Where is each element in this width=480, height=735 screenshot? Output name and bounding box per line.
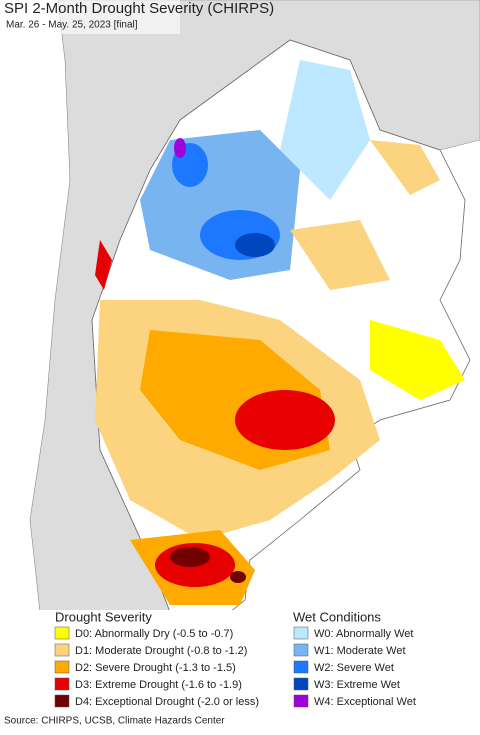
legend-swatch xyxy=(293,643,309,657)
wet-area xyxy=(174,138,186,158)
dry-area xyxy=(290,220,390,290)
dry-area xyxy=(235,390,335,450)
legend-swatch xyxy=(293,626,309,640)
legend-swatch xyxy=(54,660,70,674)
legend-swatch xyxy=(54,694,70,708)
title-backdrop xyxy=(0,0,180,34)
dry-area xyxy=(230,571,246,583)
legend-swatch xyxy=(293,677,309,691)
title: SPI 2-Month Drought Severity (CHIRPS) xyxy=(4,0,274,17)
dry-area xyxy=(95,240,112,290)
dry-area xyxy=(170,547,210,567)
source: Source: CHIRPS, UCSB, Climate Hazards Ce… xyxy=(4,716,225,727)
legend-label: W2: Severe Wet xyxy=(314,662,394,674)
legend-title: Drought Severity xyxy=(55,609,152,624)
map xyxy=(29,0,480,613)
legend-label: W4: Exceptional Wet xyxy=(314,696,416,708)
legend-swatch xyxy=(293,694,309,708)
legend-panel xyxy=(0,610,480,730)
legend-label: D1: Moderate Drought (-0.8 to -1.2) xyxy=(75,645,247,657)
legend-label: D4: Exceptional Drought (-2.0 or less) xyxy=(75,696,259,708)
legend-label: W3: Extreme Wet xyxy=(314,679,400,691)
wet-area xyxy=(280,60,370,200)
legend-label: D0: Abnormally Dry (-0.5 to -0.7) xyxy=(75,628,233,640)
legend-swatch xyxy=(54,677,70,691)
legend-swatch xyxy=(54,626,70,640)
legend-label: D2: Severe Drought (-1.3 to -1.5) xyxy=(75,662,236,674)
dry-area xyxy=(370,320,465,400)
legend-label: W1: Moderate Wet xyxy=(314,645,406,657)
wet-area xyxy=(235,233,275,257)
subtitle: Mar. 26 - May. 25, 2023 [final] xyxy=(6,20,138,31)
dry-area xyxy=(370,140,440,195)
legend-label: W0: Abnormally Wet xyxy=(314,628,413,640)
legend-label: D3: Extreme Drought (-1.6 to -1.9) xyxy=(75,679,242,691)
legend-swatch xyxy=(54,643,70,657)
legend-title: Wet Conditions xyxy=(293,609,381,624)
legend-swatch xyxy=(293,660,309,674)
